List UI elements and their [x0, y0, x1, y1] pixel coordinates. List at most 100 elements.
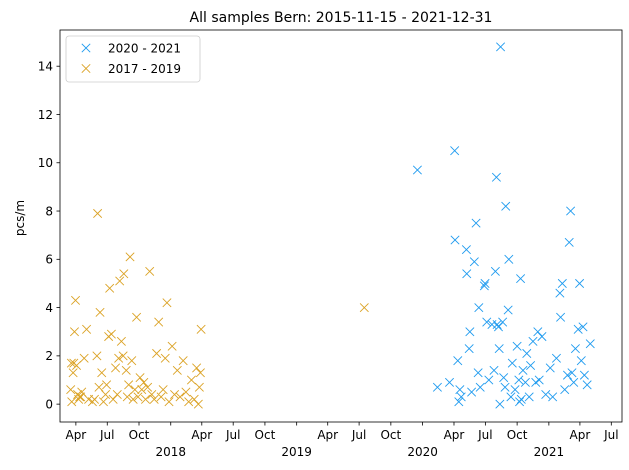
data-point [501, 201, 511, 211]
data-point [66, 358, 76, 368]
data-point [515, 397, 525, 407]
data-point [71, 295, 81, 305]
data-point [115, 276, 125, 286]
y-tick-label: 6 [45, 253, 53, 267]
data-point [570, 344, 580, 354]
legend-label: 2017 - 2019 [108, 62, 181, 76]
x-month-label: Jul [477, 428, 492, 442]
data-point [101, 389, 111, 400]
data-point [492, 319, 502, 330]
data-point [95, 307, 105, 317]
x-year-label: 2018 [155, 445, 186, 459]
x-month-label: Jul [351, 428, 366, 442]
y-tick-label: 12 [38, 108, 53, 122]
data-point [579, 370, 589, 380]
data-point [92, 351, 102, 361]
data-point [556, 312, 566, 322]
data-point [520, 377, 530, 387]
data-point [118, 351, 128, 361]
data-point [491, 172, 501, 182]
data-point [121, 365, 131, 375]
data-point [582, 380, 592, 390]
data-point [522, 348, 532, 358]
data-point [147, 389, 157, 400]
data-point [130, 385, 140, 395]
data-point [79, 353, 89, 363]
data-point [462, 269, 472, 279]
x-year-label: 2019 [281, 445, 312, 459]
data-point [66, 385, 76, 395]
data-point [189, 394, 199, 404]
data-point [167, 341, 177, 351]
data-point [102, 380, 112, 390]
data-point [132, 312, 142, 322]
data-point [514, 375, 524, 385]
data-point [548, 392, 558, 402]
data-point [467, 387, 477, 397]
data-point [564, 237, 574, 247]
data-point [184, 397, 194, 407]
data-point [562, 370, 573, 380]
data-point [156, 392, 166, 402]
data-point [116, 336, 126, 346]
data-point [122, 392, 132, 402]
data-point [471, 218, 481, 228]
data-point [137, 385, 147, 395]
data-point [133, 392, 143, 402]
data-point [170, 389, 180, 400]
data-point [484, 375, 494, 385]
data-point [105, 283, 115, 293]
data-point [578, 322, 588, 332]
data-point [175, 392, 185, 402]
y-tick-label: 14 [38, 60, 53, 74]
data-point [506, 392, 516, 402]
data-point [573, 324, 583, 334]
data-point [194, 382, 204, 392]
axes: 0 2 4 6 8 10 12 14 Apr Jul Oct 2018 Apr Jul Oct 2019 Apr… [38, 29, 623, 459]
data-point [154, 317, 164, 327]
data-point [192, 363, 202, 373]
data-point [178, 356, 188, 366]
data-point [479, 281, 489, 291]
data-point [67, 397, 77, 407]
data-point [498, 317, 508, 327]
data-point [193, 399, 203, 409]
data-point [162, 298, 172, 308]
data-point [494, 344, 504, 354]
data-point [489, 365, 499, 375]
data-point [526, 360, 536, 371]
data-point [516, 274, 526, 284]
data-point [172, 365, 182, 375]
data-point [143, 382, 153, 392]
y-tick-label: 10 [38, 156, 53, 170]
data-point [465, 327, 475, 337]
data-point [493, 322, 504, 332]
data-point [454, 397, 464, 407]
data-point [480, 278, 490, 288]
data-point [196, 324, 206, 334]
data-point [68, 368, 78, 378]
data-point [569, 377, 579, 387]
data-point [164, 397, 174, 407]
chart-title: All samples Bern: 2015-11-15 - 2021-12-3… [190, 10, 493, 26]
data-point [72, 360, 82, 371]
data-point [139, 377, 149, 387]
data-point [450, 235, 460, 245]
data-point [495, 399, 505, 409]
y-tick-label: 8 [45, 204, 53, 218]
data-point [575, 278, 585, 288]
data-point [456, 392, 466, 402]
data-point [97, 368, 107, 378]
data-point [510, 385, 520, 395]
data-point [560, 385, 570, 395]
data-point [69, 327, 80, 337]
data-point [181, 387, 191, 397]
data-point [141, 394, 151, 404]
data-point [464, 344, 474, 354]
data-point [149, 394, 159, 404]
data-point [518, 365, 528, 375]
data-point [499, 373, 509, 383]
data-point [534, 375, 544, 385]
data-point [461, 245, 471, 255]
data-point [106, 329, 116, 339]
